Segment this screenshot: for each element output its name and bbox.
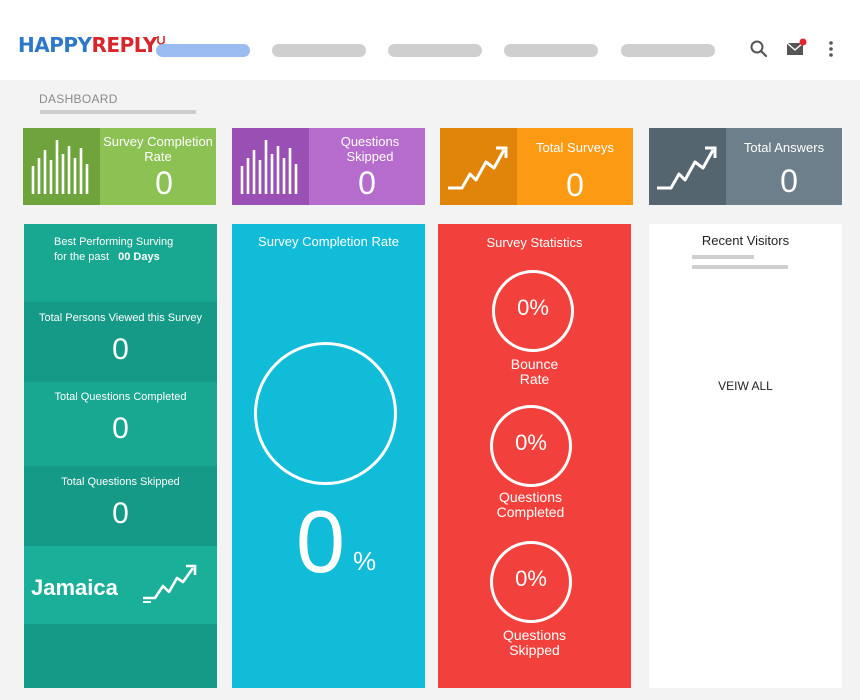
questions-completed-label: Questions Completed <box>434 490 627 520</box>
bar-chart-icon <box>232 128 309 205</box>
period-prefix: for the past <box>54 251 110 263</box>
best-performing-period: for the past 00 Days <box>54 250 160 265</box>
questions-skipped-value: 0% <box>515 566 547 591</box>
bounce-rate-value: 0% <box>517 295 549 320</box>
questions-completed-value: 0 <box>112 412 129 445</box>
bounce-label-line2: Rate <box>519 371 550 387</box>
completion-panel-title: Survey Completion Rate <box>258 234 399 249</box>
panel-footer <box>24 624 217 688</box>
best-performing-title: Best Performing Surving <box>54 236 174 248</box>
card-title: Total Surveys <box>535 140 615 155</box>
questions-skipped-label: Questions Skipped <box>438 628 631 658</box>
questions-skipped-value: 0 <box>112 497 129 530</box>
country-name: Jamaica <box>31 575 118 600</box>
persons-viewed-section: Total Persons Viewed this Survey 0 <box>24 302 217 382</box>
persons-viewed-label: Total Persons Viewed this Survey <box>38 312 203 324</box>
questions-completed-section: Total Questions Completed 0 <box>24 382 217 466</box>
nav-item-4[interactable] <box>504 44 598 57</box>
visitor-placeholder-line <box>692 265 788 269</box>
questions-completed-ring: 0% <box>490 405 572 487</box>
questions-completed-label: Total Questions Completed <box>54 391 187 403</box>
search-icon[interactable] <box>748 38 770 60</box>
nav-item-2[interactable] <box>272 44 366 57</box>
questions-skipped-ring: 0% <box>490 541 572 623</box>
bounce-rate-ring: 0% <box>492 270 574 352</box>
completion-unit: % <box>353 546 377 576</box>
logo-text-reply: REPLY <box>91 33 158 57</box>
bounce-rate-label: Bounce Rate <box>438 357 631 387</box>
card-value: 0 <box>155 165 173 201</box>
kebab-menu-icon[interactable] <box>820 38 842 60</box>
breadcrumb: DASHBOARD <box>39 92 118 106</box>
completed-label-line1: Questions <box>498 489 563 505</box>
survey-statistics-panel: Survey Statistics 0% Bounce Rate 0% Ques… <box>438 224 631 688</box>
bar-chart-icon <box>23 128 100 205</box>
nav-item-3[interactable] <box>388 44 482 57</box>
stat-card-survey-completion[interactable]: Survey Completion Rate 0 <box>23 128 216 205</box>
questions-completed-value: 0% <box>515 430 547 455</box>
trend-up-icon <box>440 128 517 205</box>
bounce-label-line1: Bounce <box>510 356 559 372</box>
recent-visitors-title: Recent Visitors <box>701 233 790 248</box>
card-value: 0 <box>566 167 584 203</box>
questions-skipped-label: Total Questions Skipped <box>61 476 180 488</box>
skipped-label-line2: Skipped <box>509 642 560 658</box>
card-title: Survey Completion Rate <box>103 134 213 164</box>
card-value: 0 <box>780 163 798 199</box>
nav-item-1[interactable] <box>156 44 250 57</box>
best-performing-panel: Best Performing Surving for the past 00 … <box>24 224 217 688</box>
stat-card-total-answers[interactable]: Total Answers 0 <box>649 128 842 205</box>
card-title: Total Answers <box>743 140 825 155</box>
persons-viewed-value: 0 <box>112 333 129 366</box>
period-days: 00 Days <box>118 251 160 263</box>
country-section: Jamaica <box>24 546 217 624</box>
recent-visitors-panel: Recent Visitors VEIW ALL <box>649 224 842 688</box>
survey-completion-panel: Survey Completion Rate 0 % <box>232 224 425 688</box>
happyreply-logo[interactable]: HAPPYREPLY <box>18 33 165 57</box>
card-title: Questions Skipped <box>340 134 400 164</box>
stat-card-total-surveys[interactable]: Total Surveys 0 <box>440 128 633 205</box>
view-all-link[interactable]: VEIW ALL <box>718 379 773 393</box>
best-performing-header: Best Performing Surving for the past 00 … <box>24 224 217 302</box>
statistics-panel-title: Survey Statistics <box>486 235 583 250</box>
trend-up-icon <box>143 564 197 603</box>
completed-label-line2: Completed <box>496 504 565 520</box>
top-header: HAPPYREPLY <box>0 0 860 80</box>
completion-value: 0 <box>296 492 345 591</box>
mail-icon[interactable] <box>785 38 807 60</box>
trend-up-icon <box>649 128 726 205</box>
stat-card-questions-skipped[interactable]: Questions Skipped 0 <box>232 128 425 205</box>
nav-item-5[interactable] <box>621 44 715 57</box>
completion-ring <box>254 342 397 485</box>
skipped-label-line1: Questions <box>502 627 567 643</box>
card-value: 0 <box>358 165 376 201</box>
breadcrumb-underline <box>40 110 196 114</box>
visitor-placeholder-line <box>692 255 754 259</box>
logo-text-happy: HAPPY <box>18 33 92 57</box>
questions-skipped-section: Total Questions Skipped 0 <box>24 466 217 546</box>
